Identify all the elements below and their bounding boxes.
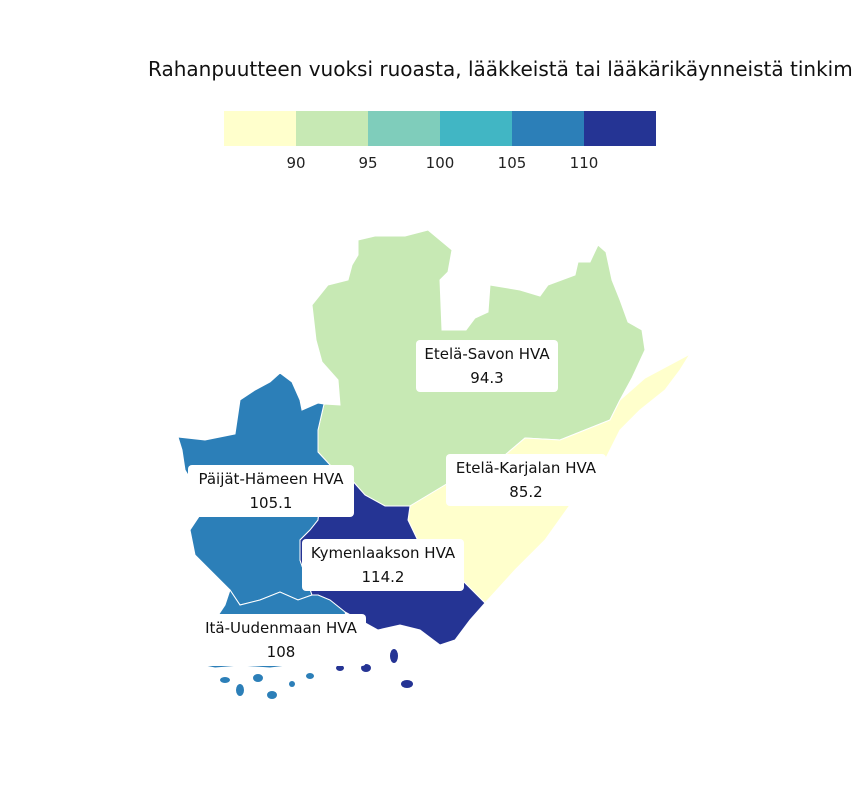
islands	[336, 649, 413, 688]
label-etela-karjala-name: Etelä-Karjalan HVA	[455, 459, 597, 477]
label-kymenlaakso-name: Kymenlaakson HVA	[310, 544, 456, 562]
legend-swatch-3	[368, 111, 440, 146]
label-paijat-hame-name: Päijät-Hämeen HVA	[198, 470, 344, 488]
label-ita-uusimaa: Itä-Uudenmaan HVA 108	[196, 614, 366, 666]
legend-swatch-4	[440, 111, 512, 146]
map-title: Rahanpuutteen vuoksi ruoasta, lääkkeistä…	[148, 57, 853, 81]
legend-colorbar	[224, 111, 656, 146]
label-kymenlaakso: Kymenlaakson HVA 114.2	[302, 539, 464, 591]
label-ita-uusimaa-value: 108	[266, 643, 296, 661]
legend-swatch-6	[584, 111, 656, 146]
legend-swatch-1	[224, 111, 296, 146]
label-etela-savo-value: 94.3	[470, 369, 504, 387]
label-etela-karjala-value: 85.2	[509, 483, 543, 501]
legend-swatch-5	[512, 111, 584, 146]
label-kymenlaakso-value: 114.2	[361, 568, 405, 586]
legend-tick-105: 105	[497, 154, 527, 172]
label-paijat-hame: Päijät-Hämeen HVA 105.1	[188, 465, 354, 517]
label-etela-karjala: Etelä-Karjalan HVA 85.2	[446, 454, 606, 506]
legend-tick-110: 110	[569, 154, 599, 172]
label-etela-savo-name: Etelä-Savon HVA	[424, 345, 550, 363]
legend-tick-100: 100	[425, 154, 455, 172]
legend-tick-95: 95	[358, 154, 378, 172]
legend-tick-90: 90	[286, 154, 306, 172]
label-etela-savo: Etelä-Savon HVA 94.3	[416, 340, 558, 392]
label-ita-uusimaa-name: Itä-Uudenmaan HVA	[205, 619, 357, 637]
legend-swatch-2	[296, 111, 368, 146]
label-paijat-hame-value: 105.1	[249, 494, 293, 512]
